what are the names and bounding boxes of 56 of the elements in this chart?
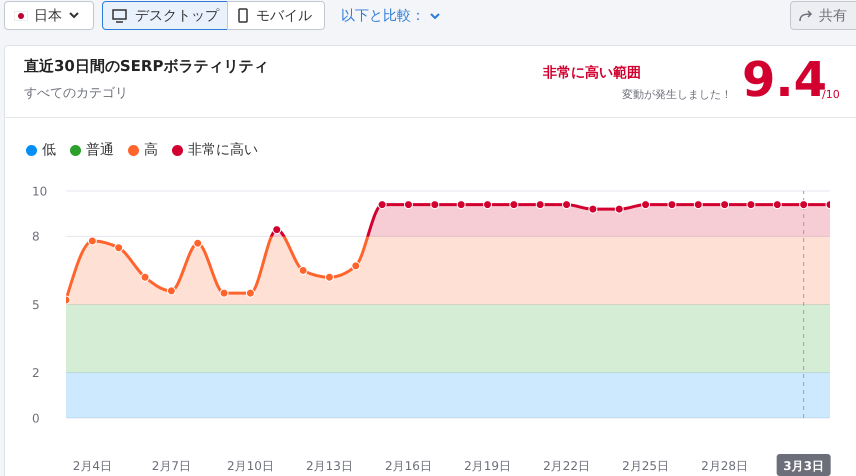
point <box>324 272 334 282</box>
text: デスクトップ <box>135 6 219 24</box>
point <box>430 200 440 210</box>
x-tick-label: 2月4日 <box>72 459 112 473</box>
point <box>746 200 756 210</box>
point <box>166 286 176 296</box>
x-tick-label: 2月28日 <box>701 459 748 473</box>
point <box>114 243 124 252</box>
point <box>694 200 703 210</box>
point <box>140 272 150 282</box>
x-tick-label: 2月7日 <box>152 459 192 473</box>
y-tick-label: 10 <box>32 184 48 198</box>
x-tick-label: 2月25日 <box>622 459 670 473</box>
point <box>272 225 282 234</box>
point <box>88 236 97 246</box>
point <box>588 204 598 214</box>
point <box>772 200 782 210</box>
text: 以下と比較： <box>341 7 425 25</box>
text: 日本 <box>34 6 62 24</box>
point <box>220 288 229 298</box>
point <box>614 204 624 214</box>
point <box>378 200 387 210</box>
legend-label: 低 <box>42 141 56 159</box>
chart-subtitle: すべてのカテゴリ <box>24 85 128 102</box>
text: モバイル <box>256 6 312 24</box>
point <box>667 200 676 210</box>
x-tick-label: 2月10日 <box>226 459 274 473</box>
point <box>509 200 518 210</box>
x-tick-label: 3月3日 <box>783 459 824 473</box>
y-tick-label: 0 <box>32 411 40 426</box>
y-tick-label: 5 <box>32 298 40 312</box>
text: 非常に高い範囲 <box>543 64 641 82</box>
point <box>404 200 413 210</box>
chart-title: 直近30日間のSERPボラティリティ <box>24 57 268 76</box>
point <box>720 200 730 210</box>
y-tick-label: 8 <box>32 230 40 244</box>
legend-label: 普通 <box>86 141 114 159</box>
point <box>641 200 650 210</box>
point <box>456 200 466 210</box>
legend-label: 高 <box>144 141 158 159</box>
x-tick-label: 2月19日 <box>464 459 511 473</box>
point <box>193 238 202 248</box>
x-tick-label: 2月13日 <box>306 459 353 473</box>
point <box>483 200 492 210</box>
legend-label: 非常に高い <box>188 141 258 159</box>
x-tick-label: 2月22日 <box>543 459 590 473</box>
text: 変動が発生しました！ <box>622 87 732 102</box>
y-tick-label: 2 <box>32 366 40 380</box>
point <box>799 200 808 210</box>
point <box>298 266 308 275</box>
point <box>562 200 572 210</box>
text: 共有 <box>819 6 847 24</box>
point <box>246 288 255 298</box>
x-tick-label: 2月16日 <box>385 459 432 473</box>
point <box>351 261 360 270</box>
point <box>536 200 545 210</box>
